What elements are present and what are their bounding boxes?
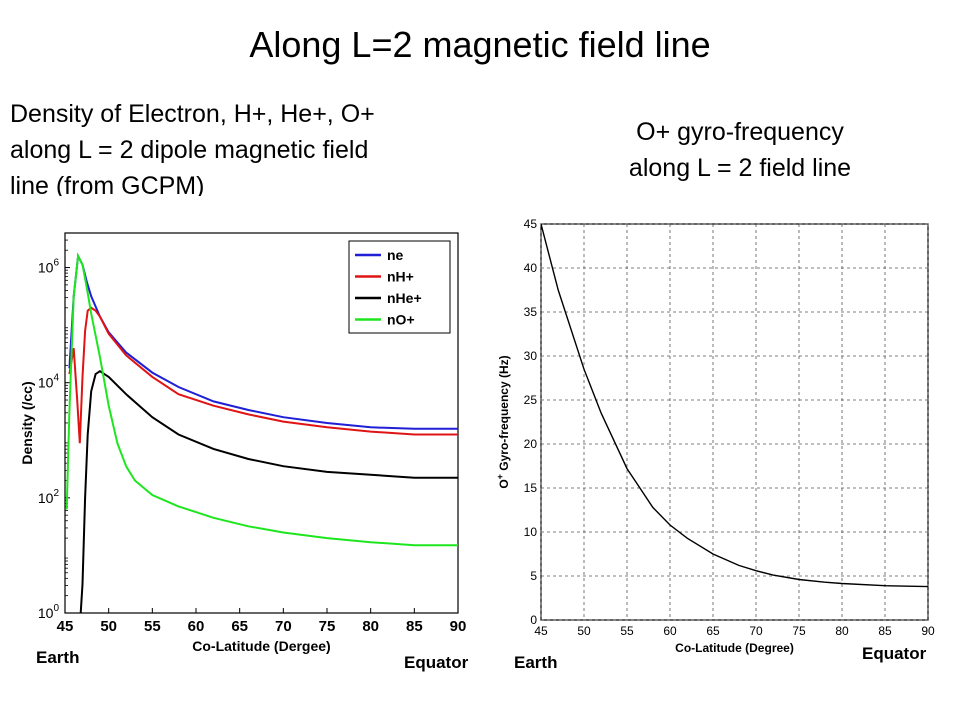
density-x-axis-label: Co-Latitude (Dergee) xyxy=(192,638,330,654)
gyro-caption-line-1: O+ gyro-frequency xyxy=(636,118,844,146)
density-legend-label: nH+ xyxy=(387,269,414,285)
gyro-x-tick-label: 75 xyxy=(792,624,806,638)
density-y-axis-label: Density (/cc) xyxy=(19,381,35,464)
gyro-frequency-curve xyxy=(541,224,928,588)
gyro-y-tick-label: 25 xyxy=(524,393,538,407)
density-caption-line-3: line (from GCPM) xyxy=(10,172,205,196)
density-x-tick-label: 70 xyxy=(275,618,292,635)
gyro-x-tick-label: 70 xyxy=(749,624,763,638)
gyro-y-axis-label: O+ Gyro-frequency (Hz) xyxy=(495,355,511,488)
gyro-x-tick-label: 45 xyxy=(534,624,548,638)
gyro-x-axis-label: Co-Latitude (Degree) xyxy=(675,641,794,655)
density-caption-line-1: Density of Electron, H+, He+, O+ xyxy=(10,100,375,128)
gyro-y-tick-label: 35 xyxy=(524,305,538,319)
gyro-y-tick-label: 45 xyxy=(524,217,538,231)
gyro-caption-line-2: along L = 2 field line xyxy=(628,154,852,182)
density-y-tick-label: 104 xyxy=(38,373,60,391)
density-caption-line-2: along L = 2 dipole magnetic field xyxy=(10,136,369,164)
gyro-x-tick-label: 60 xyxy=(663,624,677,638)
density-x-tick-label: 55 xyxy=(144,618,161,635)
density-x-tick-label: 45 xyxy=(57,618,74,635)
earth-label-right: Earth xyxy=(514,653,558,672)
gyro-y-tick-label: 15 xyxy=(524,481,538,495)
gyro-x-tick-label: 80 xyxy=(835,624,849,638)
earth-label-left: Earth xyxy=(36,648,80,667)
gyro-chart: 45 50 55 60 65 70 75 80 85 90 0 5 10 15 20 25 30 35 40 45 Co… xyxy=(495,217,935,655)
density-x-tick-label: 85 xyxy=(406,618,423,635)
density-x-tick-label: 50 xyxy=(100,618,117,635)
density-chart: 45 50 55 60 65 70 75 80 85 90 100 102 104 106 Co-Latit… xyxy=(19,232,467,654)
equator-label-right: Equator xyxy=(862,644,927,663)
density-y-tick-label: 102 xyxy=(38,488,60,506)
density-x-tick-label: 75 xyxy=(319,618,336,635)
density-legend-label: nHe+ xyxy=(387,290,422,306)
gyro-y-tick-label: 20 xyxy=(524,437,538,451)
density-legend-label: nO+ xyxy=(387,312,415,328)
gyro-y-tick-label: 30 xyxy=(524,349,538,363)
density-series-no xyxy=(65,252,458,547)
gyro-y-tick-label: 10 xyxy=(524,525,538,539)
gyro-y-tick-label: 40 xyxy=(524,261,538,275)
density-series-nh xyxy=(68,306,458,444)
density-x-tick-label: 90 xyxy=(450,618,467,635)
gyro-y-tick-label: 5 xyxy=(530,569,537,583)
density-x-tick-label: 80 xyxy=(362,618,379,635)
gyro-plot-frame xyxy=(540,223,929,621)
gyro-x-tick-label: 85 xyxy=(878,624,892,638)
gyro-x-tick-label: 55 xyxy=(620,624,634,638)
density-legend xyxy=(348,240,451,334)
slide-title: Along L=2 magnetic field line xyxy=(249,24,711,65)
equator-label-left: Equator xyxy=(404,653,469,672)
gyro-x-tick-label: 90 xyxy=(921,624,935,638)
density-x-tick-label: 60 xyxy=(188,618,205,635)
gyro-x-tick-label: 65 xyxy=(706,624,720,638)
gyro-caption: O+ gyro-frequency along L = 2 field line xyxy=(540,114,940,186)
density-x-tick-label: 65 xyxy=(231,618,248,635)
density-series-nhe xyxy=(79,370,458,613)
density-y-tick-label: 100 xyxy=(38,603,60,621)
density-legend-label: ne xyxy=(387,247,404,263)
density-caption: Density of Electron, H+, He+, O+ along L… xyxy=(10,96,490,196)
gyro-y-tick-label: 0 xyxy=(530,613,537,627)
gyro-x-tick-label: 50 xyxy=(577,624,591,638)
density-y-tick-label: 106 xyxy=(38,258,60,276)
